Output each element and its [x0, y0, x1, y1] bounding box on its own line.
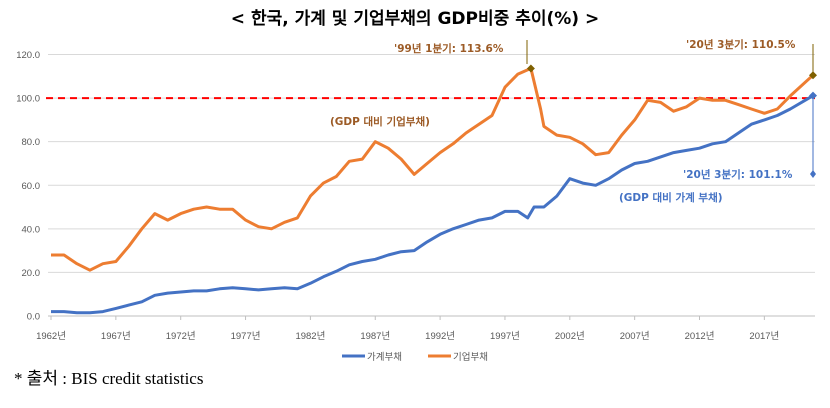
grid: [48, 54, 815, 317]
y-tick-label: 80.0: [22, 137, 41, 148]
household-series-label: (GDP 대비 가계 부채): [619, 191, 723, 204]
y-axis: 0.0 20.0 40.0 60.0 80.0 100.0 120.0: [16, 50, 40, 323]
source-note: * 출처 : BIS credit statistics: [14, 369, 203, 388]
x-tick-label: 1982년: [295, 331, 325, 342]
household-latest-annotation: '20년 3분기: 101.1%: [683, 168, 793, 181]
x-tick-label: 2002년: [555, 331, 585, 342]
corp-series-label: (GDP 대비 기업부채): [330, 115, 430, 128]
annotation-marker-icon: [809, 71, 817, 80]
series-lines: [51, 64, 817, 315]
x-tick-label: 1967년: [101, 331, 131, 342]
x-tick-label: 1997년: [490, 331, 520, 342]
legend-household: 가계부채: [367, 351, 402, 363]
corp-peak-annotation: '99년 1분기: 113.6%: [394, 42, 504, 55]
y-tick-label: 40.0: [22, 224, 41, 235]
x-axis: 1962년 1967년 1972년 1977년 1982년 1987년 1992년 1997년…: [36, 316, 779, 342]
household-marker-icon: [810, 170, 816, 178]
x-tick-label: 2017년: [749, 331, 779, 342]
x-tick-label: 1992년: [425, 331, 455, 342]
y-tick-label: 120.0: [16, 50, 40, 61]
y-tick-label: 0.0: [27, 312, 40, 323]
x-tick-label: 1972년: [166, 331, 196, 342]
x-tick-label: 1962년: [36, 331, 66, 342]
y-tick-label: 20.0: [22, 268, 41, 279]
chart-title: < 한국, 가계 및 기업부채의 GDP비중 추이(%) >: [231, 9, 599, 29]
x-tick-label: 1977년: [231, 331, 261, 342]
corporate-debt-line: [51, 66, 815, 272]
legend-corporate: 기업부채: [453, 351, 488, 363]
annotation-marker-icon: [526, 64, 535, 73]
x-tick-label: 2007년: [620, 331, 650, 342]
corp-latest-annotation: '20년 3분기: 110.5%: [686, 38, 796, 51]
x-tick-label: 1987년: [360, 331, 390, 342]
y-tick-label: 100.0: [16, 94, 40, 105]
x-tick-label: 2012년: [685, 331, 715, 342]
legend: 가계부채 기업부채: [342, 351, 488, 363]
y-tick-label: 60.0: [22, 181, 41, 192]
household-debt-line: [51, 94, 814, 315]
